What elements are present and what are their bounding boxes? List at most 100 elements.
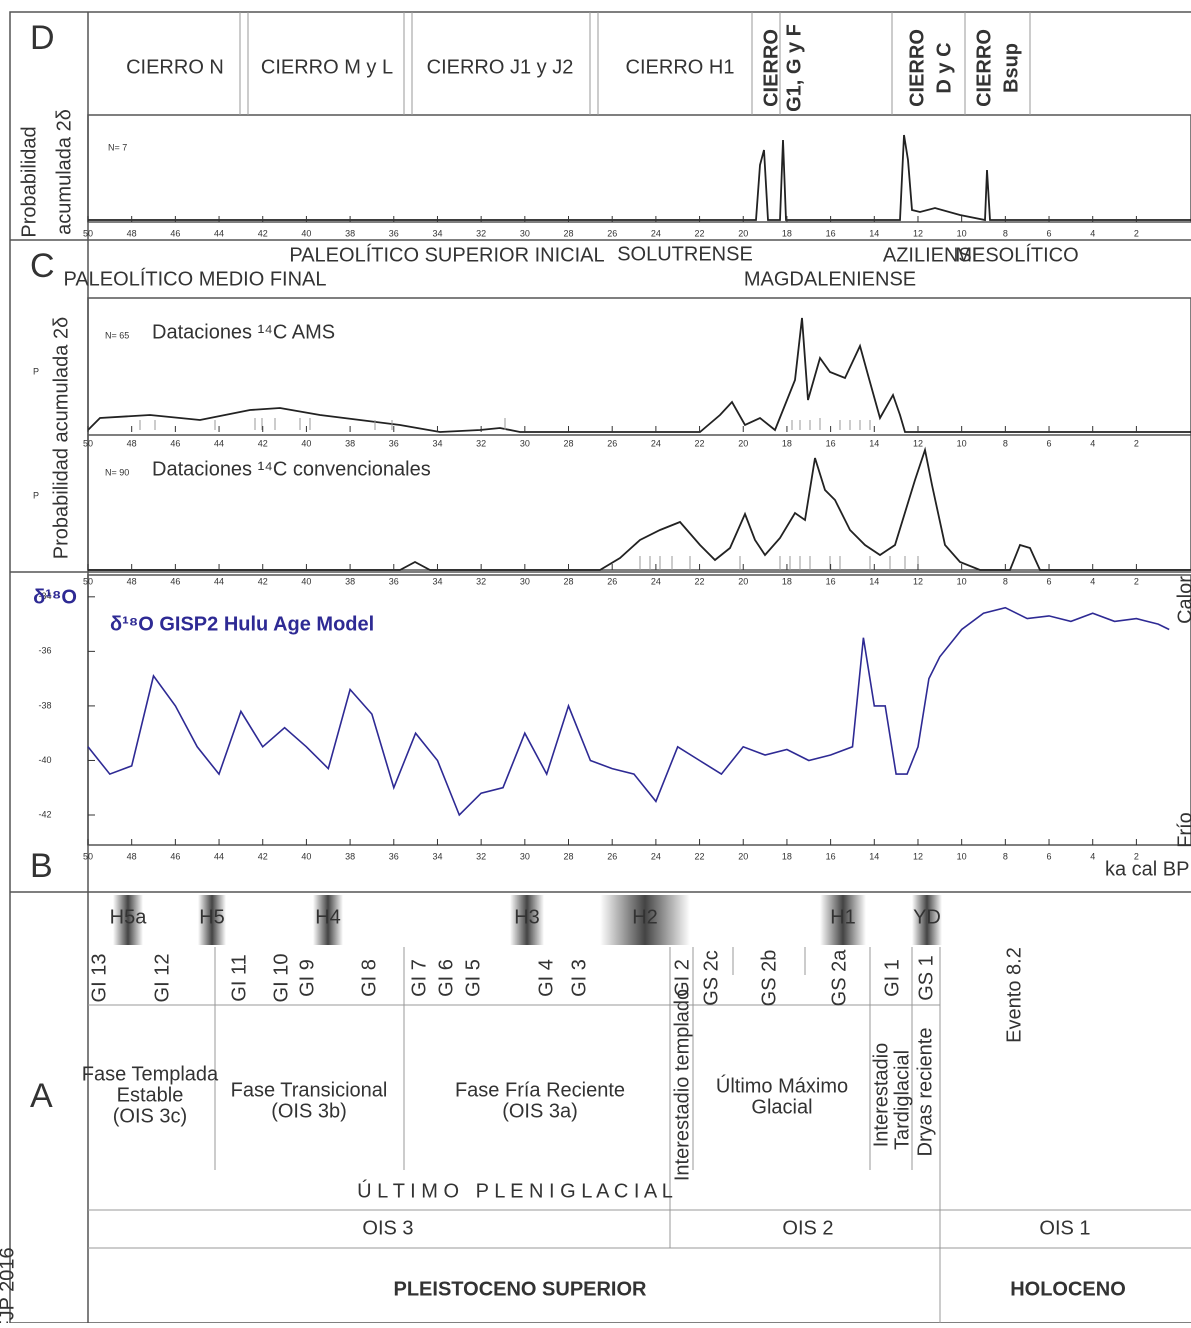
x-tick-label: 6	[1047, 438, 1052, 448]
x-tick-label: 4	[1090, 438, 1095, 448]
n-label: N= 90	[105, 467, 129, 477]
x-label: ka cal BP	[1105, 858, 1189, 880]
x-tick-label: 40	[301, 576, 311, 586]
x-tick-label: 48	[127, 228, 137, 238]
x-tick-label: 48	[127, 576, 137, 586]
cierro-label: CIERRO	[906, 29, 928, 107]
x-tick-label: 30	[520, 438, 530, 448]
x-tick-label: 8	[1003, 576, 1008, 586]
ois-label: OIS 3	[362, 1217, 413, 1239]
x-tick-label: 42	[258, 438, 268, 448]
phase-label: (OIS 3a)	[502, 1100, 578, 1122]
x-tick-label: 32	[476, 228, 486, 238]
ois-label: OIS 2	[782, 1217, 833, 1239]
event-label: GS 2b	[758, 950, 780, 1007]
x-tick-label: 36	[389, 438, 399, 448]
event-label: GS 1	[915, 955, 937, 1001]
heinrich-bands	[113, 895, 942, 945]
period-label: SOLUTRENSE	[617, 243, 753, 265]
x-tick-label: 4	[1090, 851, 1095, 861]
period-label: PALEOLÍTICO SUPERIOR INICIAL	[289, 243, 604, 266]
x-tick-label: 26	[607, 851, 617, 861]
x-tick-label: 46	[170, 576, 180, 586]
x-tick-label: 8	[1003, 851, 1008, 861]
phase-label: Interestadio templado	[671, 989, 693, 1181]
event-label: GS 2a	[828, 949, 850, 1007]
heinrich-label: H4	[315, 906, 341, 928]
x-tick-label: 40	[301, 851, 311, 861]
cierro-label: G1, G y F	[783, 24, 805, 112]
heinrich-label: H5a	[110, 906, 148, 928]
event-label: GI 10	[270, 954, 292, 1003]
series-label: Dataciones ¹⁴C AMS	[152, 321, 335, 343]
x-tick-label: 20	[738, 576, 748, 586]
event-label: GI 12	[151, 954, 173, 1003]
x-tick-label: 42	[258, 576, 268, 586]
x-tick-label: 28	[564, 851, 574, 861]
y-label: acumulada 2δ	[53, 109, 75, 235]
phase-label: Glacial	[751, 1096, 812, 1118]
x-tick-label: 38	[345, 851, 355, 861]
x-tick-label: 22	[695, 576, 705, 586]
phase-label: Interestadio	[870, 1043, 892, 1148]
x-tick-label: 2	[1134, 851, 1139, 861]
x-tick-label: 50	[83, 851, 93, 861]
epoch-label: PLEISTOCENO SUPERIOR	[393, 1278, 647, 1300]
x-tick-label: 16	[826, 438, 836, 448]
x-tick-label: 14	[869, 576, 879, 586]
d18o-line	[87, 606, 1170, 817]
y-tick-label: -38	[38, 700, 51, 710]
x-tick-label: 18	[782, 228, 792, 238]
x-tick-label: 4	[1090, 576, 1095, 586]
x-tick-label: 12	[913, 851, 923, 861]
x-tick-label: 24	[651, 576, 661, 586]
x-tick-label: 36	[389, 228, 399, 238]
x-tick-label: 34	[432, 851, 442, 861]
x-tick-label: 8	[1003, 228, 1008, 238]
frames	[9, 11, 1191, 1324]
x-tick-label: 32	[476, 851, 486, 861]
x-tick-label: 22	[695, 851, 705, 861]
x-tick-label: 40	[301, 438, 311, 448]
heinrich-label: H3	[514, 906, 540, 928]
x-tick-label: 16	[826, 228, 836, 238]
x-tick-label: 46	[170, 438, 180, 448]
cierro-label: CIERRO N	[126, 56, 224, 78]
x-tick-label: 44	[214, 438, 224, 448]
n-label: N= 65	[105, 330, 129, 340]
x-tick-label: 22	[695, 438, 705, 448]
x-tick-label: 36	[389, 576, 399, 586]
x-tick-label: 42	[258, 851, 268, 861]
event-label: GS 2c	[700, 950, 722, 1006]
cierro-label: Bsup	[1000, 43, 1022, 93]
x-tick-label: 12	[913, 438, 923, 448]
event-label: GI 9	[296, 959, 318, 997]
n-label: N= 7	[108, 142, 127, 152]
heinrich-label: H1	[830, 906, 856, 928]
heinrich-label: H5	[199, 906, 225, 928]
x-tick-label: 34	[432, 576, 442, 586]
phase-label: (OIS 3b)	[271, 1100, 347, 1122]
y-tick-label: -42	[38, 809, 51, 819]
event-label: GI 1	[881, 959, 903, 997]
x-tick-label: 46	[170, 228, 180, 238]
x-tick-label: 38	[345, 576, 355, 586]
x-tick-label: 32	[476, 576, 486, 586]
x-tick-label: 34	[432, 228, 442, 238]
x-tick-label: 4	[1090, 228, 1095, 238]
x-tick-label: 14	[869, 228, 879, 238]
event-label: GI 11	[228, 954, 250, 1001]
cierro-label: CIERRO M y L	[261, 56, 393, 78]
x-tick-label: 48	[127, 851, 137, 861]
x-tick-label: 10	[957, 228, 967, 238]
x-tick-label: 10	[957, 576, 967, 586]
x-tick-label: 22	[695, 228, 705, 238]
x-tick-label: 16	[826, 576, 836, 586]
x-tick-label: 32	[476, 438, 486, 448]
event-label: GI 4	[535, 959, 557, 997]
x-tick-label: 18	[782, 576, 792, 586]
x-tick-label: 38	[345, 438, 355, 448]
phase-label: Estable	[117, 1084, 184, 1106]
event-label: GI 7	[408, 959, 430, 997]
event-label: GI 5	[462, 959, 484, 997]
